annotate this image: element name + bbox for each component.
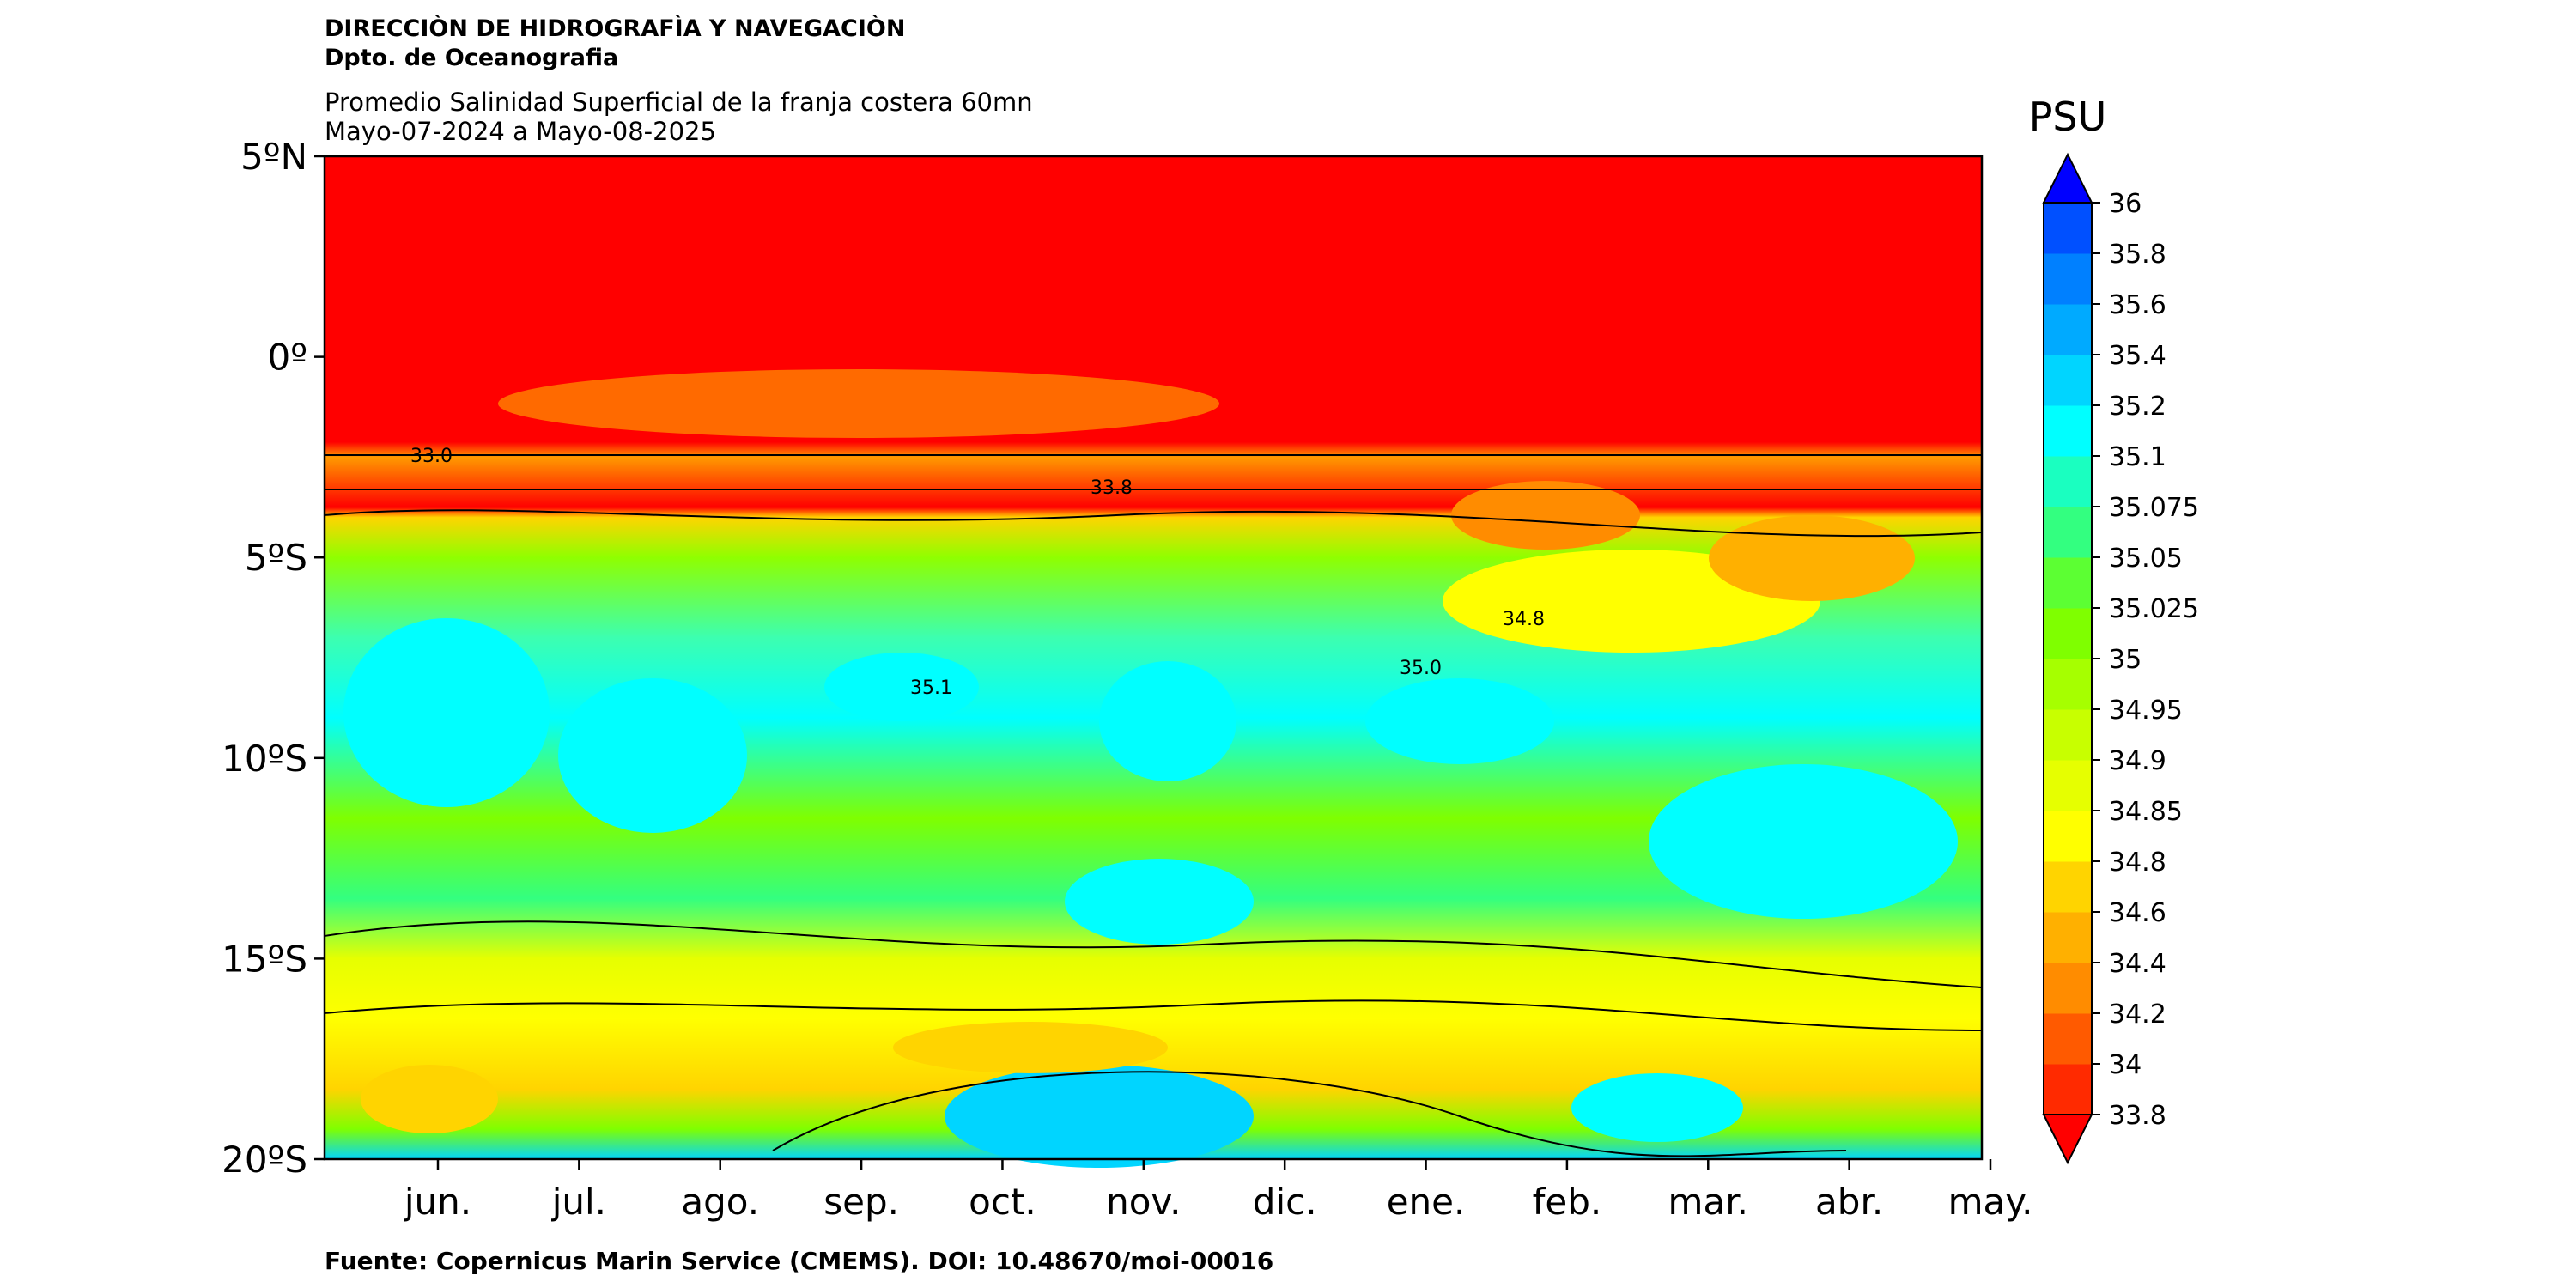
colorbar-tick-label: 34.8	[2109, 848, 2166, 878]
colorbar-segment	[2044, 253, 2092, 305]
colorbar-tick-label: 34.95	[2109, 696, 2183, 726]
colorbar-segment	[2044, 912, 2092, 963]
colorbar-tick-label: 35.05	[2109, 544, 2183, 574]
x-tick-label: may.	[1948, 1181, 2033, 1223]
colorbar-segment	[2044, 355, 2092, 406]
colorbar-over-arrow	[2042, 152, 2093, 204]
colorbar-segment	[2044, 608, 2092, 659]
contour-label: 35.1	[910, 677, 952, 699]
colorbar-tick-label: 34.85	[2109, 797, 2183, 827]
y-tick-label: 20ºS	[222, 1139, 307, 1181]
colorbar-tick-label: 34.6	[2109, 898, 2166, 928]
contour-label: 33.8	[1091, 477, 1133, 499]
plot-frame	[323, 155, 1984, 1161]
salinity-patches	[343, 369, 1958, 1168]
colorbar-segment	[2044, 659, 2092, 710]
x-tick-label: dic.	[1253, 1181, 1317, 1223]
x-tick-label: nov.	[1106, 1181, 1181, 1223]
colorbar-tick-label: 34.4	[2109, 949, 2166, 979]
colorbar-segment	[2044, 507, 2092, 558]
y-tick-label: 10ºS	[222, 738, 307, 780]
x-tick-label: feb.	[1533, 1181, 1602, 1223]
colorbar-segment	[2044, 304, 2092, 355]
colorbar-tick-label: 35.8	[2109, 240, 2166, 270]
x-axis: jun. jul. ago. sep. oct. nov. dic. ene. feb. mar.…	[404, 1159, 2033, 1223]
colorbar-tick-label: 34.9	[2109, 746, 2166, 776]
x-tick-label: abr.	[1815, 1181, 1883, 1223]
y-axis: 5ºN 0º 5ºS 10ºS 15ºS 20ºS	[222, 136, 325, 1181]
contour-labels: 33.0 33.8 34.8 35.0 35.1	[410, 446, 1545, 699]
y-tick-label: 5ºN	[240, 136, 307, 178]
colorbar-tick-label: 34	[2109, 1050, 2142, 1080]
chart-title: Promedio Salinidad Superficial de la fra…	[325, 88, 1033, 117]
colorbar-tick-label: 33.8	[2109, 1101, 2166, 1131]
colorbar-segment	[2044, 405, 2092, 457]
colorbar-segment	[2044, 557, 2092, 609]
x-tick-label: ago.	[681, 1181, 759, 1223]
x-tick-label: jun.	[404, 1181, 471, 1223]
y-tick-label: 0º	[267, 337, 307, 379]
y-tick-label: 5ºS	[245, 537, 307, 579]
x-tick-label: ene.	[1387, 1181, 1466, 1223]
colorbar-segment	[2044, 1013, 2092, 1065]
contour-lines	[324, 454, 1983, 1157]
colorbar-tick-label: 35.025	[2109, 594, 2199, 624]
colorbar-tick-label: 35.2	[2109, 392, 2166, 422]
colorbar: 33.8 34 34.2 34.4 34.6 34.8 34.85 34.9 34.95 35 35…	[2042, 152, 2199, 1165]
colorbar-tick-label: 35.6	[2109, 290, 2166, 320]
contour-label: 33.0	[410, 446, 453, 467]
colorbar-label: PSU	[2029, 94, 2107, 140]
header-department: Dpto. de Oceanografia	[325, 45, 619, 71]
contour-label: 35.0	[1400, 658, 1442, 679]
data-source-footer: Fuente: Copernicus Marin Service (CMEMS)…	[325, 1247, 1274, 1275]
heatmap-field	[325, 156, 1982, 1159]
colorbar-tick-label: 36	[2109, 189, 2142, 219]
chart-period: Mayo-07-2024 a Mayo-08-2025	[325, 117, 716, 146]
colorbar-tick-label: 35	[2109, 645, 2142, 675]
x-tick-label: mar.	[1668, 1181, 1748, 1223]
colorbar-segment	[2044, 760, 2092, 811]
colorbar-tick-label: 34.2	[2109, 999, 2166, 1030]
y-tick-label: 15ºS	[222, 938, 307, 980]
colorbar-tick-label: 35.1	[2109, 442, 2166, 472]
colorbar-segment	[2044, 861, 2092, 913]
contour-label: 34.8	[1503, 609, 1545, 630]
colorbar-under-arrow	[2042, 1114, 2093, 1165]
colorbar-segment	[2044, 963, 2092, 1014]
colorbar-segment	[2044, 456, 2092, 507]
x-tick-label: sep.	[823, 1181, 899, 1223]
colorbar-tick-label: 35.075	[2109, 493, 2199, 523]
colorbar-segment	[2044, 1064, 2092, 1115]
colorbar-segment	[2044, 709, 2092, 761]
colorbar-segment	[2044, 203, 2092, 254]
colorbar-segment	[2044, 811, 2092, 862]
x-tick-label: oct.	[969, 1181, 1036, 1223]
x-tick-label: jul.	[551, 1181, 606, 1223]
colorbar-tick-label: 35.4	[2109, 341, 2166, 371]
header-organization: DIRECCIÒN DE HIDROGRAFÌA Y NAVEGACIÒN	[325, 15, 906, 42]
